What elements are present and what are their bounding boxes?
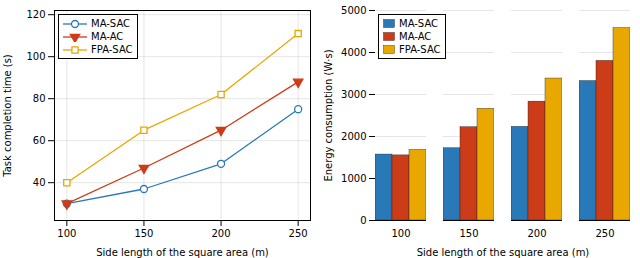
svg-text:200: 200	[527, 228, 546, 239]
svg-text:5000: 5000	[341, 5, 366, 16]
svg-text:100: 100	[57, 228, 76, 239]
html-text:FPA-SAC: FPA-SAC	[91, 44, 133, 55]
svg-text:100: 100	[391, 228, 410, 239]
html-text:MA-AC: MA-AC	[91, 31, 124, 42]
html-text:FPA-SAC: FPA-SAC	[399, 44, 441, 55]
svg-text:100: 100	[26, 51, 45, 62]
svg-text:Side length of the square area: Side length of the square area (m)	[96, 247, 269, 258]
svg-text:Energy consumption (W·s): Energy consumption (W·s)	[323, 49, 334, 181]
svg-text:200: 200	[212, 228, 231, 239]
svg-text:40: 40	[33, 177, 46, 188]
svg-text:1000: 1000	[341, 173, 366, 184]
svg-text:150: 150	[134, 228, 153, 239]
svg-text:2000: 2000	[341, 131, 366, 142]
html-text:MA-AC: MA-AC	[399, 31, 432, 42]
svg-text:120: 120	[26, 9, 45, 20]
svg-text:Task completion time (s): Task completion time (s)	[2, 54, 13, 178]
html-text:MA-SAC: MA-SAC	[399, 18, 438, 29]
svg-text:3000: 3000	[341, 89, 366, 100]
svg-text:4000: 4000	[341, 47, 366, 58]
svg-text:250: 250	[289, 228, 308, 239]
svg-text:Side length of the square area: Side length of the square area (m)	[417, 247, 590, 258]
svg-text:250: 250	[595, 228, 614, 239]
svg-text:80: 80	[33, 93, 46, 104]
svg-text:60: 60	[33, 135, 46, 146]
svg-text:150: 150	[459, 228, 478, 239]
html-text:MA-SAC: MA-SAC	[91, 18, 130, 29]
svg-text:0: 0	[360, 215, 366, 226]
